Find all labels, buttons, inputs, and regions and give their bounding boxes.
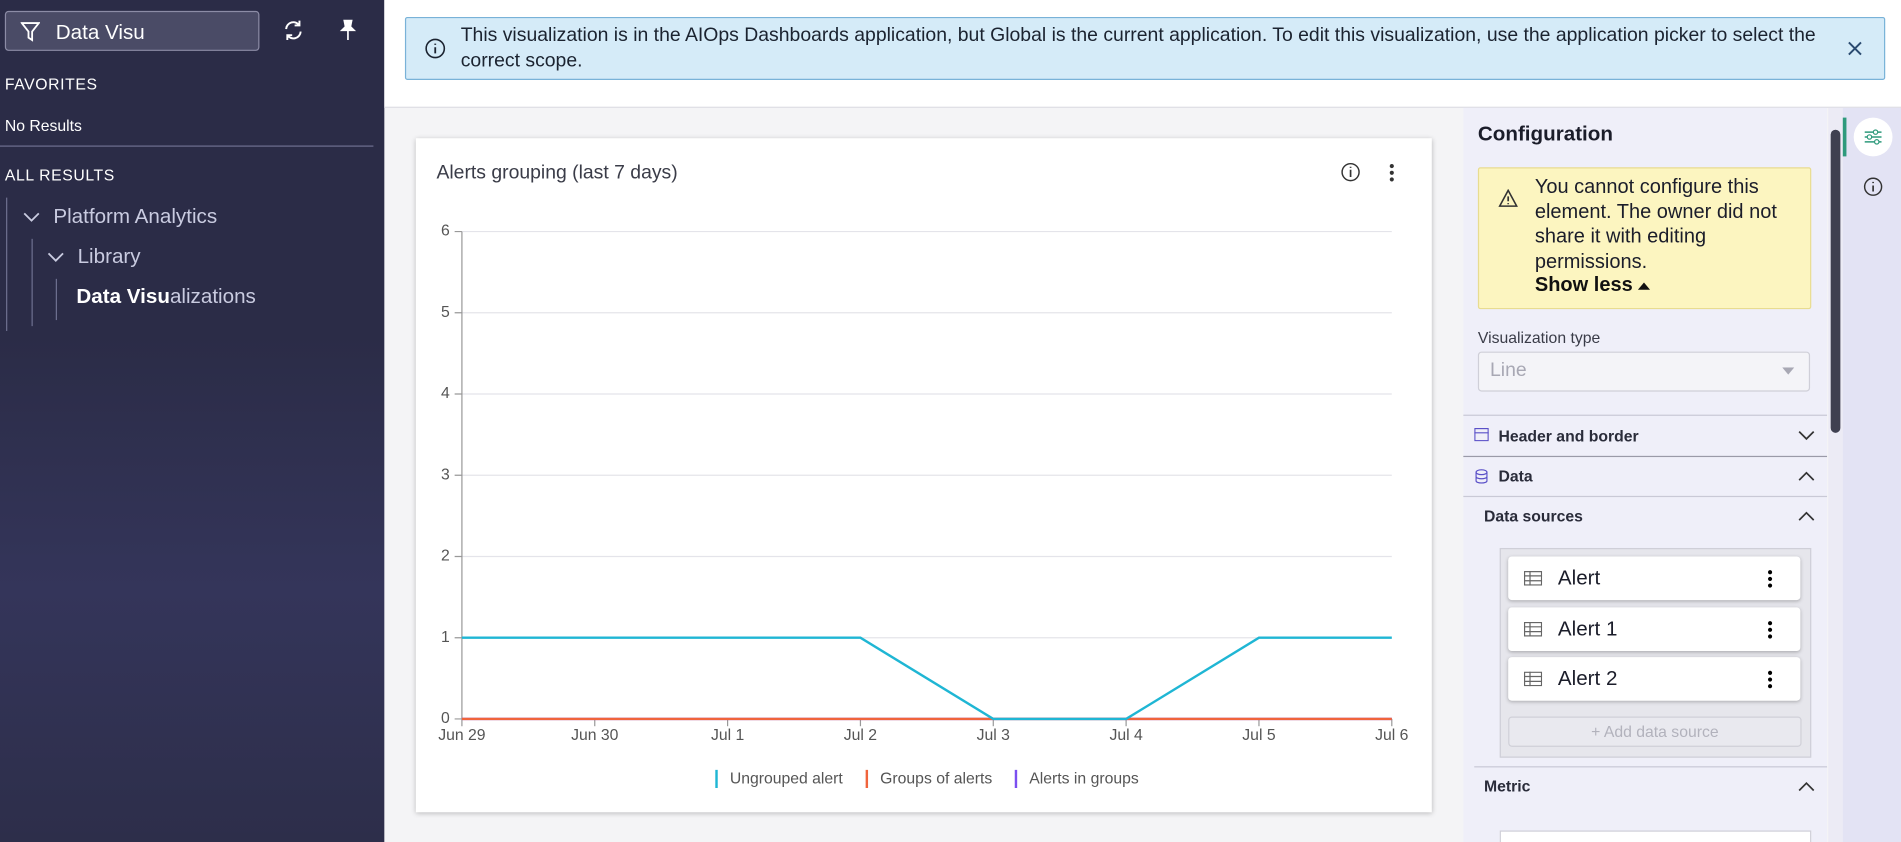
select-value: Line	[1490, 360, 1527, 381]
filter-icon	[20, 22, 41, 42]
chart: Alerts grouping (last 7 days) 0 1 2 3 4 5 6 Jun…	[436, 161, 1409, 789]
divider	[1463, 455, 1828, 458]
x-tick-label: Jun 30	[571, 727, 619, 744]
chevron[interactable]	[1798, 430, 1815, 441]
warning-icon	[1498, 189, 1518, 207]
x-tick-label: Jul 1	[711, 727, 744, 744]
table-icon	[1523, 671, 1543, 687]
caret	[1638, 282, 1651, 290]
show-less-text: Show less	[1534, 273, 1633, 296]
chart-title: Alerts grouping (last 7 days)	[436, 161, 677, 183]
table-icon	[1523, 621, 1543, 636]
info-icon[interactable]	[1863, 177, 1883, 196]
tree-item[interactable]: Library	[77, 244, 141, 268]
tree-line	[6, 197, 8, 331]
config-panel: Configuration You cannot configure this …	[1463, 107, 1828, 842]
dropdown-caret	[1782, 367, 1795, 375]
y-tick-label: 0	[441, 710, 450, 727]
divider	[0, 145, 374, 147]
info-icon	[425, 38, 446, 59]
data-source-name: Alert 1	[1557, 616, 1618, 640]
tree-line	[55, 278, 57, 321]
config-title: Configuration	[1477, 122, 1613, 146]
y-tick-label: 5	[441, 304, 450, 321]
side-rail	[1842, 107, 1901, 842]
x-tick-label: Jul 2	[844, 727, 877, 744]
sidebar: Data Visu FAVORITES No Results ALL RESUL…	[0, 0, 385, 842]
data-source-item[interactable]: Alert	[1508, 556, 1801, 601]
pin-icon[interactable]	[338, 19, 357, 41]
divider	[1463, 414, 1828, 416]
tree-item[interactable]: Platform Analytics	[53, 204, 218, 228]
section-header[interactable]: Header and border	[1498, 426, 1639, 445]
show-less[interactable]: Show less	[1535, 274, 1651, 297]
legend-label: Alerts in groups	[1029, 771, 1139, 788]
divider	[1463, 495, 1828, 498]
menu-icon[interactable]	[1767, 670, 1773, 689]
menu-icon[interactable]	[1767, 570, 1773, 588]
x-tick-label: Jul 5	[1242, 727, 1276, 744]
add-data-source[interactable]: + Add data source	[1508, 716, 1802, 747]
menu-icon[interactable]	[1767, 620, 1773, 638]
y-tick-label: 1	[441, 629, 450, 646]
chevron[interactable]	[47, 251, 64, 263]
section-icon	[1475, 469, 1488, 484]
all-results-heading: ALL RESULTS	[4, 166, 115, 185]
chevron[interactable]	[1798, 470, 1815, 481]
data-source-name: Alert 2	[1557, 666, 1618, 690]
x-tick-label: Jul 3	[977, 727, 1011, 744]
data-source-name: Alert	[1557, 566, 1601, 590]
section-header[interactable]: Data	[1498, 466, 1533, 485]
scroll-thumb[interactable]	[1830, 129, 1841, 433]
y-tick-label: 6	[441, 223, 450, 240]
y-tick-label: 4	[441, 385, 450, 402]
banner-text: This visualization is in the AIOps Dashb…	[460, 25, 1816, 72]
section-icon	[1474, 427, 1489, 442]
subsection-header[interactable]: Data sources	[1483, 506, 1583, 525]
match-text: Data Visu	[76, 284, 170, 308]
chevron[interactable]	[1798, 510, 1815, 521]
rest-text: alizations	[169, 284, 256, 308]
y-tick-label: 3	[441, 466, 450, 483]
legend-label: Groups of alerts	[880, 771, 992, 788]
warning-text: You cannot configure this element. The o…	[1534, 175, 1777, 273]
y-tick-label: 2	[441, 548, 450, 565]
filter-input[interactable]: Data Visu	[4, 10, 260, 51]
chevron[interactable]	[23, 211, 40, 223]
series-line	[461, 636, 1392, 721]
divider	[1474, 766, 1828, 768]
x-tick-label: Jul 4	[1109, 727, 1143, 744]
favorites-empty: No Results	[4, 116, 82, 135]
legend-label: Ungrouped alert	[730, 771, 844, 788]
menu-icon[interactable]	[1389, 164, 1394, 182]
close-icon[interactable]	[1846, 40, 1863, 57]
sliders-icon	[1864, 129, 1882, 145]
x-tick-label: Jun 29	[438, 727, 486, 744]
info-icon[interactable]	[1341, 162, 1360, 182]
refresh-icon[interactable]	[282, 19, 304, 41]
warning-box: You cannot configure this element. The o…	[1477, 167, 1812, 310]
active-indicator	[1842, 117, 1847, 157]
data-source-item[interactable]: Alert 2	[1508, 657, 1801, 701]
tree-line	[31, 238, 33, 327]
table-icon	[1523, 571, 1543, 586]
info-banner: This visualization is in the AIOps Dashb…	[404, 16, 1886, 81]
data-source-item[interactable]: Alert 1	[1508, 606, 1801, 651]
tree-item[interactable]: Data Visualizations	[76, 285, 255, 309]
config-button[interactable]	[1853, 117, 1893, 157]
filter-text: Data Visu	[55, 20, 145, 44]
metric-box	[1499, 830, 1812, 842]
subsection-header[interactable]: Metric	[1483, 777, 1531, 796]
chart-card: Alerts grouping (last 7 days) 0 1 2 3 4 5 6 Jun…	[415, 138, 1432, 813]
favorites-heading: FAVORITES	[4, 75, 98, 94]
viz-type-select[interactable]: Line	[1477, 351, 1811, 392]
field-label: Visualization type	[1477, 328, 1601, 347]
scrollbar	[1828, 107, 1843, 842]
x-tick-label: Jul 6	[1375, 727, 1409, 744]
chevron[interactable]	[1798, 781, 1815, 792]
